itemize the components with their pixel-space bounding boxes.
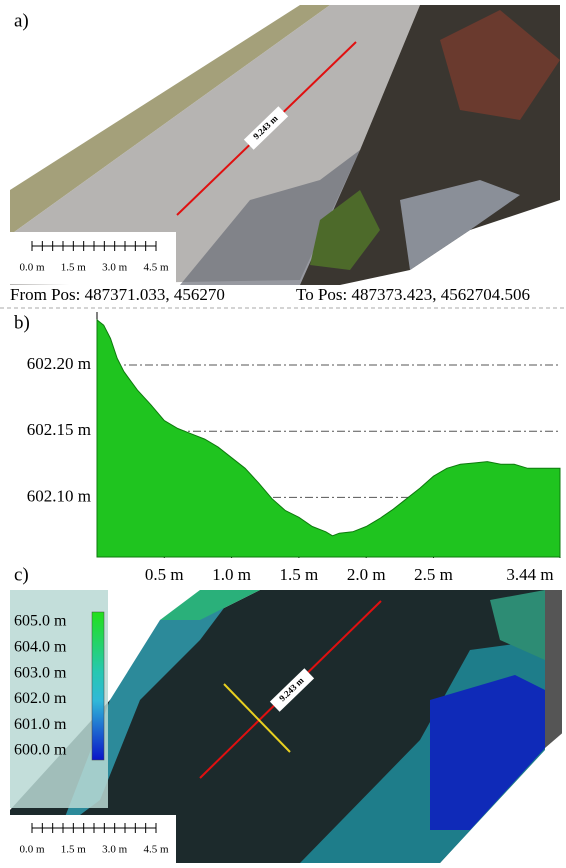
colorbar-label: 602.0 m — [14, 690, 67, 707]
colorbar-label: 605.0 m — [14, 613, 67, 630]
colorbar-label: 604.0 m — [14, 638, 67, 655]
scale-label: 3.0 m — [102, 262, 128, 274]
scale-box — [10, 815, 176, 863]
x-tick-label: 0.5 m — [145, 565, 184, 584]
panel-label: a) — [14, 10, 29, 31]
scale-box — [10, 232, 176, 284]
scale-label: 1.5 m — [61, 262, 87, 274]
colorbar-label: 603.0 m — [14, 664, 67, 681]
x-tick-label: 3.44 m — [506, 565, 553, 584]
scale-label: 4.5 m — [143, 844, 169, 856]
panel-label: c) — [14, 564, 29, 585]
x-tick-label: 2.5 m — [414, 565, 453, 584]
colorbar-label: 601.0 m — [14, 716, 67, 733]
figure: 9.243 m a) 0.0 m1.5 m3.0 m4.5 m From Pos… — [0, 0, 566, 863]
x-tick-label: 2.0 m — [347, 565, 386, 584]
y-tick-label: 602.20 m — [27, 354, 91, 373]
to-pos: To Pos: 487373.423, 4562704.506 — [296, 285, 530, 304]
y-tick-label: 602.10 m — [27, 486, 91, 505]
scale-label: 0.0 m — [19, 262, 45, 274]
colorbar — [92, 612, 104, 760]
scale-label: 4.5 m — [143, 262, 169, 274]
scale-label: 1.5 m — [61, 844, 87, 856]
scale-label: 0.0 m — [19, 844, 45, 856]
x-tick-label: 1.0 m — [212, 565, 251, 584]
scale-label: 3.0 m — [102, 844, 128, 856]
from-pos: From Pos: 487371.033, 456270 — [10, 285, 225, 304]
panel-label: b) — [14, 312, 30, 333]
x-tick-label: 1.5 m — [280, 565, 319, 584]
profile-area — [97, 320, 560, 557]
y-tick-label: 602.15 m — [27, 420, 91, 439]
colorbar-label: 600.0 m — [14, 742, 67, 759]
profile-chart: 602.10 m 602.15 m 602.20 m 0.5 m 1.0 m 1.5 m 2… — [27, 312, 560, 584]
